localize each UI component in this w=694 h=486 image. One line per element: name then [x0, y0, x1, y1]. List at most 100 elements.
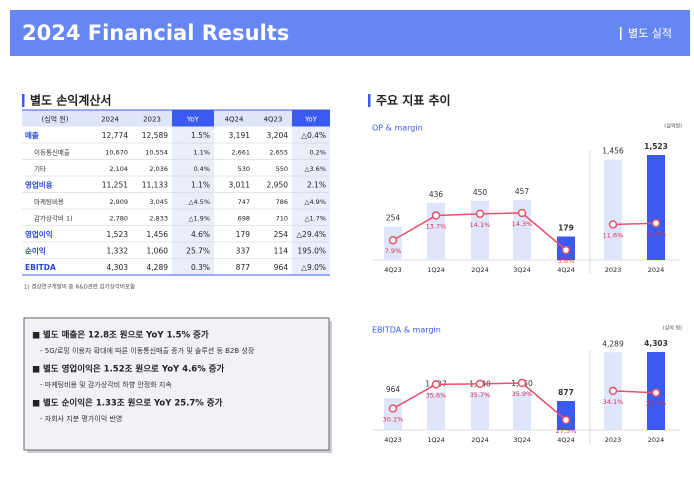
table-header: 4Q24: [225, 115, 244, 123]
cell: 179: [236, 230, 251, 239]
margin-label: 33.7%: [646, 400, 667, 408]
bar: [604, 159, 622, 260]
summary-box: [23, 317, 330, 451]
row-label: 마케팅비용: [34, 197, 64, 206]
cell: 786: [276, 198, 288, 206]
category: 2023: [605, 266, 622, 274]
category: 3Q24: [513, 266, 531, 274]
row-label: 영업비용: [25, 179, 53, 189]
footnote: 1) 경상연구개발비 중 R&D관련 감가상각비포함: [24, 283, 135, 291]
cell: 964: [274, 263, 289, 272]
chart-title: OP & margin: [372, 124, 423, 133]
margin-point: [517, 378, 527, 388]
cell: 710: [276, 214, 288, 222]
margin-label: 27.5%: [556, 427, 577, 435]
margin-label: 5.6%: [558, 257, 575, 265]
heading-bar: [368, 94, 371, 107]
cell: 2,950: [267, 180, 289, 189]
cell: 2,909: [109, 198, 128, 206]
category: 4Q24: [557, 266, 575, 274]
bar: [427, 392, 445, 430]
margin-label: 30.1%: [383, 416, 404, 424]
cell: 25.7%: [186, 246, 210, 255]
cell: 11,133: [142, 180, 168, 189]
cell: 4,289: [147, 263, 169, 272]
summary-headline: ■ 별도 매출은 12.8조 원으로 YoY 1.5% 증가: [32, 330, 209, 341]
title: 2024 Financial Results: [22, 21, 289, 45]
cell: △4.5%: [188, 198, 210, 206]
table-header: 2024: [101, 115, 119, 123]
cell: 1,060: [147, 246, 169, 255]
cell: 2,104: [109, 165, 128, 173]
category: 2024: [648, 436, 665, 444]
bar-label: 1,456: [602, 147, 624, 156]
bar: [513, 392, 531, 430]
table-header: (십억 원): [41, 114, 68, 123]
cell: 550: [276, 165, 288, 173]
margin-point: [475, 379, 485, 389]
cell: △9.0%: [301, 263, 326, 272]
cell: △0.4%: [301, 131, 326, 140]
heading-bar: [22, 94, 25, 107]
cell: 12,589: [142, 131, 168, 140]
bar-label: 4,303: [644, 339, 668, 348]
margin-point: [651, 388, 661, 397]
margin-point: [517, 208, 527, 218]
cell: 1,523: [107, 230, 129, 239]
cell: 11,251: [102, 180, 128, 189]
cell: △1.7%: [304, 214, 326, 222]
cell: 1,332: [107, 246, 129, 255]
row-label: 순이익: [25, 245, 46, 255]
bar-label: 457: [515, 187, 530, 196]
bar-label: 254: [386, 214, 401, 223]
chart-unit: (십억 원): [663, 325, 682, 332]
section: 별도 실적: [628, 27, 672, 40]
cell: 12,774: [102, 131, 128, 140]
margin-point: [561, 415, 571, 425]
summary-detail: - 마케팅비용 및 감가상각비 하향 안정화 지속: [40, 380, 172, 389]
cell: △29.4%: [296, 230, 326, 239]
margin-point: [431, 380, 441, 389]
row-label: 영업이익: [25, 229, 53, 239]
margin-point: [475, 209, 485, 219]
bar: [471, 200, 489, 260]
heading: 별도 손익계산서: [30, 93, 111, 108]
cell: 4.6%: [191, 230, 210, 239]
divider: [620, 27, 622, 40]
category: 2Q24: [471, 436, 489, 444]
category: 1Q24: [427, 436, 445, 444]
header-bar: [10, 10, 690, 56]
bar: [647, 155, 665, 260]
margin-label: 35.6%: [426, 391, 447, 399]
cell: 698: [238, 214, 250, 222]
yoy-shade: [172, 126, 214, 275]
yoy-shade: [292, 126, 330, 275]
margin-label: 11.6%: [603, 231, 624, 239]
row-label: 기타: [34, 164, 46, 173]
bar-label: 436: [429, 190, 444, 199]
margin-line: [612, 390, 657, 394]
row-label: 이동통신매출: [34, 147, 70, 156]
bar: [384, 398, 402, 430]
cell: 195.0%: [297, 246, 326, 255]
cell: 3,191: [229, 131, 251, 140]
margin-point: [388, 235, 398, 245]
cell: 2,833: [149, 214, 168, 222]
chart-title: EBITDA & margin: [372, 326, 441, 335]
table-header: YoY: [186, 115, 200, 123]
category: 2Q24: [471, 266, 489, 274]
cell: 10,554: [145, 148, 168, 156]
margin-point: [431, 211, 441, 220]
margin-label: 7.9%: [385, 247, 402, 255]
cell: 3,204: [267, 131, 289, 140]
chart-unit: (십억원): [664, 123, 682, 130]
cell: 337: [236, 246, 251, 255]
summary-detail: - 자회사 지분 평가이익 반영: [40, 414, 122, 423]
cell: 1.1%: [191, 180, 210, 189]
row-label: 매출: [25, 130, 39, 140]
yoy-head: [292, 110, 330, 127]
cell: 3,045: [149, 198, 168, 206]
margin-point: [388, 404, 398, 413]
cell: 1.5%: [191, 131, 210, 140]
